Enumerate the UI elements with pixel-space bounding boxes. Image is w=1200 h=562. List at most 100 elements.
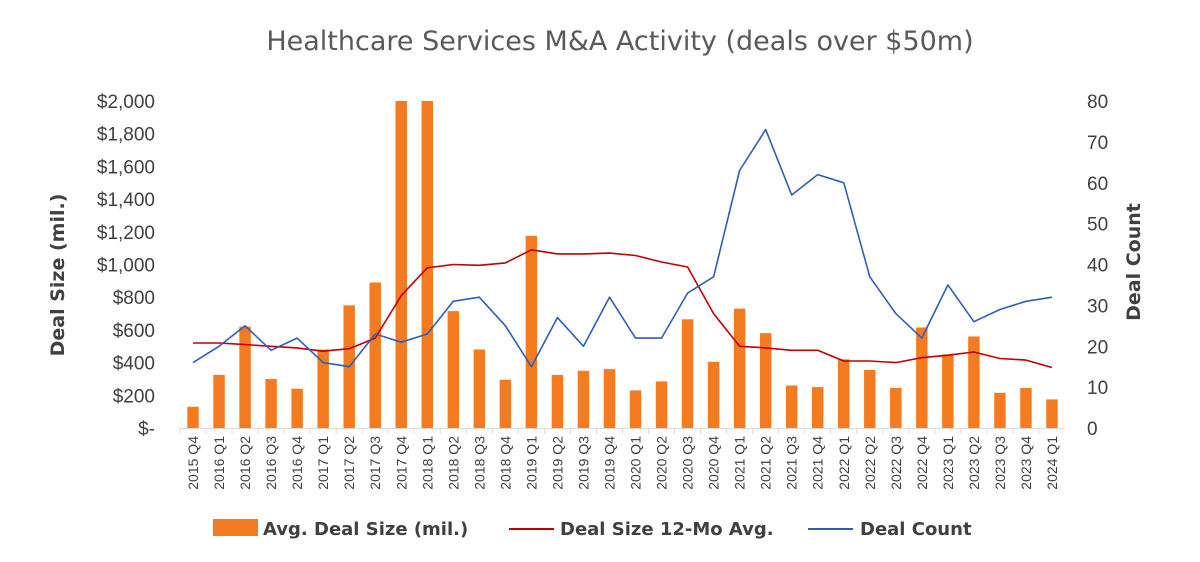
y-tick-label: $1,800: [97, 125, 155, 146]
bar: [994, 392, 1006, 428]
x-tick-label: 2021 Q2: [758, 436, 774, 490]
y-tick-label: $200: [113, 386, 155, 407]
legend-label-12mo-avg: Deal Size 12-Mo Avg.: [560, 519, 774, 540]
y2-tick-label: 20: [1087, 337, 1108, 358]
y-axis-title: Deal Size (mil.): [47, 194, 69, 357]
bar: [239, 326, 251, 428]
deal-count-line: [192, 128, 1053, 368]
x-tick-label: 2023 Q4: [1018, 436, 1034, 490]
bar: [291, 388, 303, 428]
x-tick-label: 2022 Q4: [914, 436, 930, 490]
deal-size-12mo-avg-line: [193, 249, 1053, 369]
y2-tick-label: 70: [1087, 133, 1108, 154]
y2-axis-title: Deal Count: [1123, 203, 1145, 321]
bar: [838, 359, 850, 428]
bar: [1020, 387, 1032, 428]
y2-tick-label: 40: [1087, 256, 1108, 277]
x-tick-label: 2024 Q1: [1044, 436, 1060, 490]
bar: [499, 379, 512, 428]
bar: [759, 333, 772, 428]
x-tick-label: 2022 Q1: [836, 436, 852, 490]
x-tick-label: 2018 Q2: [445, 436, 461, 490]
x-tick-label: 2018 Q4: [497, 436, 513, 490]
bar: [655, 381, 668, 428]
y-tick-label: $2,000: [97, 92, 155, 113]
y-tick-label: $600: [113, 321, 155, 342]
bar: [213, 374, 225, 428]
legend-label-avg-deal-size: Avg. Deal Size (mil.): [263, 519, 468, 540]
bar: [733, 308, 746, 428]
bar: [577, 370, 590, 428]
bar: [629, 390, 642, 428]
x-tick-label: 2017 Q4: [393, 436, 409, 490]
x-tick-label: 2016 Q1: [211, 436, 227, 490]
bar: [681, 319, 694, 428]
bar: [1046, 399, 1058, 428]
bar: [265, 378, 277, 428]
bar: [942, 354, 954, 428]
x-tick-label: 2019 Q4: [601, 436, 617, 490]
x-tick-label: 2020 Q1: [628, 436, 644, 490]
x-tick-label: 2017 Q2: [341, 436, 357, 490]
x-tick-label: 2023 Q2: [966, 436, 982, 490]
x-tick-label: 2015 Q4: [185, 436, 201, 490]
bar: [447, 311, 460, 428]
bar: [395, 101, 407, 428]
x-tick-label: 2016 Q3: [263, 436, 279, 490]
legend-label-deal-count: Deal Count: [860, 519, 972, 540]
bar: [473, 349, 486, 428]
x-tick-label: 2021 Q4: [810, 436, 826, 490]
y2-tick-label: 0: [1087, 419, 1098, 440]
plot-area: $- $200 $400 $600 $800 $1,000 $1,200 $1,400 $1,6…: [97, 92, 1108, 490]
x-tick-label: 2020 Q4: [706, 436, 722, 490]
bar: [785, 385, 798, 428]
bar: [968, 336, 980, 428]
x-tick-label: 2017 Q3: [367, 436, 383, 490]
x-tick-label: 2022 Q3: [888, 436, 904, 490]
x-tick-label: 2022 Q2: [862, 436, 878, 490]
y-tick-label: $-: [138, 419, 155, 440]
x-tick-label: 2019 Q2: [549, 436, 565, 490]
x-tick-label: 2020 Q3: [680, 436, 696, 490]
x-tick-label: 2023 Q1: [940, 436, 956, 490]
x-tick-label: 2016 Q4: [289, 436, 305, 490]
legend-swatch-avg-deal-size: [213, 519, 258, 536]
chart-title: Healthcare Services M&A Activity (deals …: [266, 26, 973, 57]
bar: [187, 406, 199, 428]
x-tick-label: 2019 Q1: [523, 436, 539, 490]
x-tick-label: 2019 Q3: [575, 436, 591, 490]
bar: [603, 369, 616, 428]
legend: Avg. Deal Size (mil.) Deal Size 12-Mo Av…: [213, 519, 972, 540]
x-tick-label: 2020 Q2: [654, 436, 670, 490]
bar: [369, 282, 381, 428]
y2-tick-label: 50: [1087, 215, 1108, 236]
x-tick-label: 2018 Q3: [471, 436, 487, 490]
y-tick-label: $1,600: [97, 157, 155, 178]
bar: [811, 387, 824, 428]
x-tick-label: 2023 Q3: [992, 436, 1008, 490]
bar: [551, 374, 564, 428]
bar: [864, 369, 876, 428]
bar: [916, 327, 928, 428]
x-tick-label: 2016 Q2: [237, 436, 253, 490]
x-tick-label: 2018 Q1: [419, 436, 435, 490]
y-tick-label: $1,400: [97, 190, 155, 211]
y-tick-label: $800: [113, 288, 155, 309]
y2-tick-label: 80: [1087, 92, 1108, 113]
bar: [707, 361, 720, 428]
bar: [890, 387, 902, 428]
y-tick-label: $1,000: [97, 256, 155, 277]
y-tick-label: $400: [113, 354, 155, 375]
y-tick-label: $1,200: [97, 223, 155, 244]
bar: [525, 235, 538, 428]
y2-tick-label: 60: [1087, 174, 1108, 195]
bar: [317, 349, 329, 428]
bar: [421, 101, 434, 428]
x-tick-label: 2021 Q3: [784, 436, 800, 490]
y2-tick-label: 10: [1087, 378, 1108, 399]
x-tick-label: 2021 Q1: [732, 436, 748, 490]
y2-tick-label: 30: [1087, 296, 1108, 317]
x-tick-label: 2017 Q1: [315, 436, 331, 490]
